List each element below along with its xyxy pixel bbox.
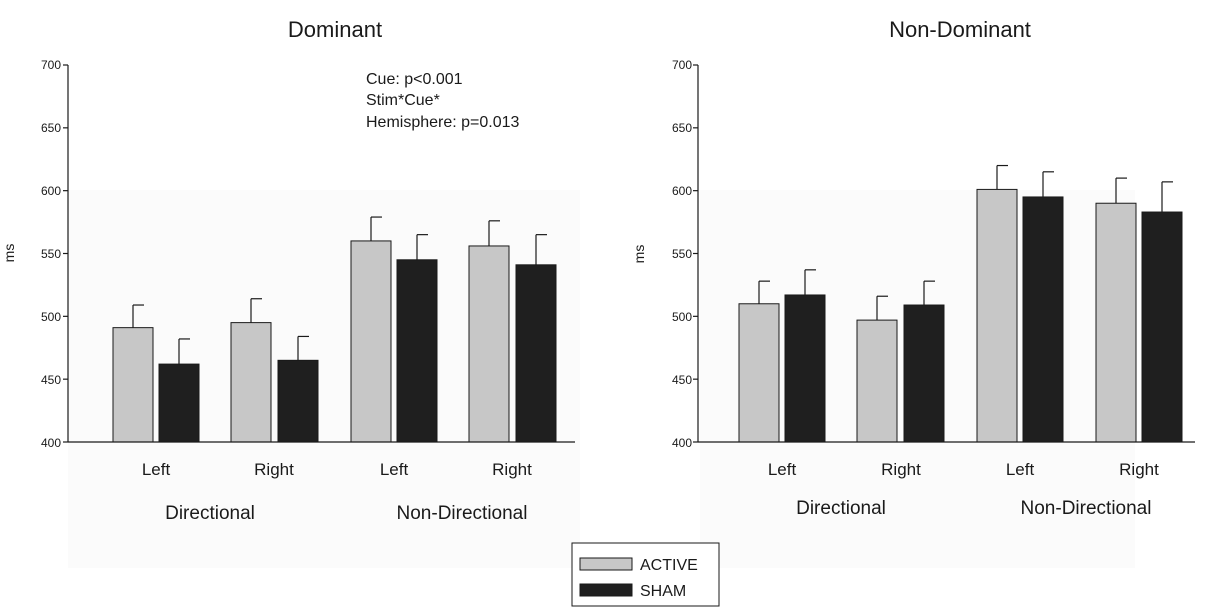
bar-sham [396, 259, 438, 443]
bar-active [112, 327, 154, 443]
category-label: Left [142, 460, 171, 479]
y-axis-label: ms [1, 244, 17, 263]
ytick-label: 400 [672, 436, 692, 450]
bar-active [976, 188, 1018, 443]
category-label: Right [881, 460, 921, 479]
legend-swatch-active [579, 557, 633, 571]
bars-and-axes [693, 64, 1195, 443]
bar-sham [903, 304, 945, 443]
bar-active [738, 303, 780, 443]
bar-active [230, 322, 272, 443]
chart-dominant: Dominant ms Cue: p<0.001 Stim*Cue* Hemis… [1, 17, 575, 524]
category-labels: Left Right Left Right [142, 460, 532, 479]
chart-non-dominant: Non-Dominant ms 400 450 500 550 600 650 … [631, 17, 1195, 519]
bar-active [1095, 202, 1137, 443]
bar-sham [515, 264, 557, 443]
bar-sham [277, 359, 319, 443]
ytick-label: 700 [672, 58, 692, 72]
category-label: Left [1006, 460, 1035, 479]
ytick-label: 600 [672, 184, 692, 198]
ytick-labels: 400 450 500 550 600 650 700 [672, 58, 692, 450]
ytick-label: 500 [672, 310, 692, 324]
group-labels: Directional Non-Directional [165, 503, 527, 524]
annotation-hemisphere: Hemisphere: p=0.013 [366, 114, 520, 131]
y-axis-label: ms [631, 245, 647, 264]
ytick-label: 550 [672, 247, 692, 261]
legend-swatch-sham [579, 583, 633, 597]
group-label: Directional [796, 498, 886, 519]
category-label: Left [380, 460, 409, 479]
legend-label-sham: SHAM [640, 583, 686, 600]
bar-sham [1022, 196, 1064, 443]
ytick-label: 550 [41, 247, 61, 261]
legend: ACTIVE SHAM [571, 542, 720, 607]
ytick-label: 450 [41, 373, 61, 387]
category-label: Right [1119, 460, 1159, 479]
group-label: Non-Directional [1021, 498, 1152, 519]
annotation-cue: Cue: p<0.001 [366, 71, 463, 88]
chart-title: Dominant [288, 17, 382, 42]
bar-active [468, 245, 510, 443]
legend-label-active: ACTIVE [640, 557, 698, 574]
ytick-labels: 400 450 500 550 600 650 700 [41, 58, 61, 450]
bar-sham [158, 363, 200, 443]
ytick-label: 650 [41, 121, 61, 135]
bar-active [350, 240, 392, 443]
ytick-label: 700 [41, 58, 61, 72]
bars-and-axes [63, 64, 575, 443]
annotation-stim-cue: Stim*Cue* [366, 92, 440, 109]
category-label: Left [768, 460, 797, 479]
group-labels: Directional Non-Directional [796, 498, 1151, 519]
category-label: Right [492, 460, 532, 479]
category-labels: Left Right Left Right [768, 460, 1159, 479]
ytick-label: 500 [41, 310, 61, 324]
group-label: Directional [165, 503, 255, 524]
bar-sham [1141, 211, 1183, 443]
ytick-label: 600 [41, 184, 61, 198]
group-label: Non-Directional [397, 503, 528, 524]
bar-sham [784, 294, 826, 443]
bar-active [856, 319, 898, 443]
ytick-label: 400 [41, 436, 61, 450]
ytick-label: 650 [672, 121, 692, 135]
category-label: Right [254, 460, 294, 479]
ytick-label: 450 [672, 373, 692, 387]
chart-title: Non-Dominant [889, 17, 1031, 42]
